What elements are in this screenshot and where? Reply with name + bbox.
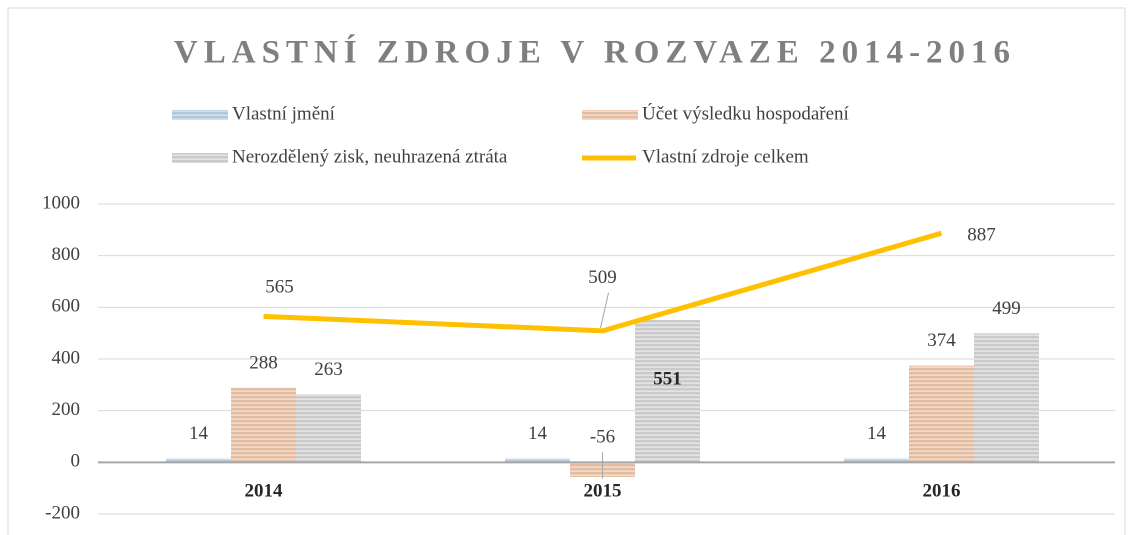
data-label: 14 bbox=[189, 423, 209, 444]
data-label: 374 bbox=[927, 330, 956, 351]
y-tick-label: 800 bbox=[52, 244, 81, 265]
data-label: 288 bbox=[249, 352, 278, 373]
y-tick-label: -200 bbox=[45, 502, 80, 523]
bar-texture bbox=[635, 319, 700, 463]
data-label: 565 bbox=[265, 277, 294, 298]
bar-texture bbox=[844, 458, 909, 463]
y-tick-label: 0 bbox=[71, 451, 81, 472]
chart-title: VLASTNÍ ZDROJE V ROZVAZE 2014-2016 bbox=[174, 34, 1016, 71]
legend-swatch-texture bbox=[172, 110, 228, 120]
data-label: 887 bbox=[967, 225, 996, 246]
legend-label: Vlastní zdroje celkem bbox=[642, 146, 809, 167]
bar-texture bbox=[296, 394, 361, 463]
leader-line bbox=[600, 292, 609, 328]
legend-swatch-texture bbox=[582, 110, 638, 120]
y-tick-label: 600 bbox=[52, 296, 81, 317]
line-series bbox=[263, 230, 943, 334]
legend-swatch-texture bbox=[172, 153, 228, 163]
legend-label: Nerozdělený zisk, neuhrazená ztráta bbox=[232, 146, 508, 167]
x-tick-label: 2016 bbox=[923, 480, 961, 501]
data-label: 551 bbox=[653, 368, 682, 389]
y-tick-label: 400 bbox=[52, 347, 81, 368]
y-tick-label: 200 bbox=[52, 399, 81, 420]
data-label: 14 bbox=[528, 423, 548, 444]
x-tick-label: 2014 bbox=[245, 480, 284, 501]
bar-texture bbox=[974, 333, 1039, 463]
legend-label: Vlastní jmění bbox=[232, 103, 336, 124]
bar-texture bbox=[505, 458, 570, 463]
data-label: -56 bbox=[590, 427, 615, 448]
data-label: 263 bbox=[314, 359, 343, 380]
bar-texture bbox=[166, 458, 231, 463]
bar-texture bbox=[231, 387, 296, 463]
bar-texture bbox=[909, 365, 974, 463]
x-tick-label: 2015 bbox=[584, 480, 622, 501]
data-label: 499 bbox=[992, 298, 1021, 319]
legend-label: Účet výsledku hospodaření bbox=[642, 102, 850, 124]
y-tick-label: 1000 bbox=[42, 192, 80, 213]
data-label: 14 bbox=[867, 423, 887, 444]
data-label: 509 bbox=[588, 267, 617, 288]
